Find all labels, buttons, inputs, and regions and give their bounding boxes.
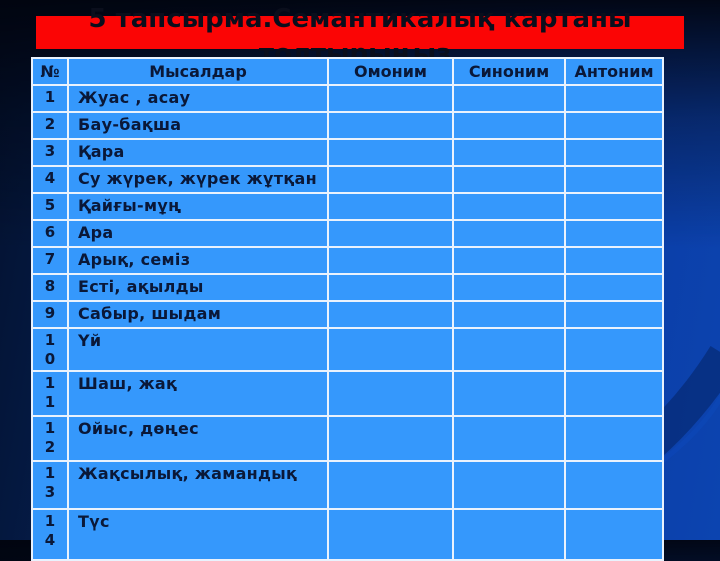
cell-number: 4	[31, 165, 69, 194]
table-row: 13 Жақсылық, жамандық	[31, 460, 664, 510]
table-row: 12 Ойыс, дөңес	[31, 415, 664, 462]
cell-omonim	[327, 327, 454, 372]
cell-sinonim	[452, 192, 566, 221]
table-row: 9 Сабыр, шыдам	[31, 300, 664, 329]
cell-sinonim	[452, 246, 566, 275]
cell-omonim	[327, 460, 454, 510]
cell-omonim	[327, 111, 454, 140]
cell-omonim	[327, 84, 454, 113]
cell-sinonim	[452, 370, 566, 417]
cell-omonim	[327, 300, 454, 329]
cell-sinonim	[452, 138, 566, 167]
cell-antonim	[564, 111, 664, 140]
table-row: 7 Арық, семіз	[31, 246, 664, 275]
cell-omonim	[327, 192, 454, 221]
cell-example: Сабыр, шыдам	[67, 300, 329, 329]
cell-omonim	[327, 219, 454, 248]
title-banner	[36, 16, 684, 49]
cell-omonim	[327, 415, 454, 462]
table-row: 14 Түс	[31, 508, 664, 561]
cell-antonim	[564, 460, 664, 510]
table-row: 10 Үй	[31, 327, 664, 372]
cell-example: Жуас , асау	[67, 84, 329, 113]
cell-number: 6	[31, 219, 69, 248]
cell-sinonim	[452, 327, 566, 372]
cell-number: 3	[31, 138, 69, 167]
cell-sinonim	[452, 460, 566, 510]
cell-sinonim	[452, 508, 566, 561]
cell-antonim	[564, 246, 664, 275]
cell-example: Ара	[67, 219, 329, 248]
cell-antonim	[564, 508, 664, 561]
cell-number: 5	[31, 192, 69, 221]
cell-antonim	[564, 219, 664, 248]
cell-number: 8	[31, 273, 69, 302]
table-row: 3 Қара	[31, 138, 664, 167]
cell-sinonim	[452, 84, 566, 113]
header-examples: Мысалдар	[67, 57, 329, 86]
cell-antonim	[564, 415, 664, 462]
table-row: 11 Шаш, жақ	[31, 370, 664, 417]
table-row: 2 Бау-бақша	[31, 111, 664, 140]
cell-number: 1	[31, 84, 69, 113]
cell-antonim	[564, 165, 664, 194]
cell-number: 2	[31, 111, 69, 140]
cell-example: Жақсылық, жамандық	[67, 460, 329, 510]
cell-sinonim	[452, 219, 566, 248]
cell-number: 14	[31, 508, 69, 561]
cell-number: 11	[31, 370, 69, 417]
cell-example: Қайғы-мұң	[67, 192, 329, 221]
cell-antonim	[564, 327, 664, 372]
cell-sinonim	[452, 415, 566, 462]
cell-example: Түс	[67, 508, 329, 561]
cell-number: 9	[31, 300, 69, 329]
cell-example: Шаш, жақ	[67, 370, 329, 417]
cell-sinonim	[452, 111, 566, 140]
cell-antonim	[564, 192, 664, 221]
table-row: 8 Есті, ақылды	[31, 273, 664, 302]
cell-antonim	[564, 300, 664, 329]
cell-sinonim	[452, 273, 566, 302]
cell-sinonim	[452, 165, 566, 194]
cell-omonim	[327, 165, 454, 194]
cell-example: Есті, ақылды	[67, 273, 329, 302]
table-row: 1 Жуас , асау	[31, 84, 664, 113]
cell-number: 7	[31, 246, 69, 275]
header-sinonim: Синоним	[452, 57, 566, 86]
cell-example: Су жүрек, жүрек жұтқан	[67, 165, 329, 194]
cell-sinonim	[452, 300, 566, 329]
table-row: 4 Су жүрек, жүрек жұтқан	[31, 165, 664, 194]
semantic-map-table: № Мысалдар Омоним Синоним Антоним 1 Жуас…	[31, 57, 664, 561]
cell-antonim	[564, 84, 664, 113]
cell-antonim	[564, 138, 664, 167]
header-antonim: Антоним	[564, 57, 664, 86]
cell-number: 10	[31, 327, 69, 372]
cell-omonim	[327, 370, 454, 417]
cell-example: Бау-бақша	[67, 111, 329, 140]
cell-omonim	[327, 273, 454, 302]
cell-number: 12	[31, 415, 69, 462]
cell-example: Қара	[67, 138, 329, 167]
table-header-row: № Мысалдар Омоним Синоним Антоним	[31, 57, 664, 86]
cell-antonim	[564, 273, 664, 302]
header-number: №	[31, 57, 69, 86]
slide-title-line1: 5 тапсырма.Семантикалық картаны	[88, 4, 632, 34]
cell-example: Үй	[67, 327, 329, 372]
table-row: 6 Ара	[31, 219, 664, 248]
cell-example: Ойыс, дөңес	[67, 415, 329, 462]
cell-number: 13	[31, 460, 69, 510]
table-row: 5 Қайғы-мұң	[31, 192, 664, 221]
cell-antonim	[564, 370, 664, 417]
header-omonim: Омоним	[327, 57, 454, 86]
cell-omonim	[327, 508, 454, 561]
cell-omonim	[327, 138, 454, 167]
cell-omonim	[327, 246, 454, 275]
cell-example: Арық, семіз	[67, 246, 329, 275]
